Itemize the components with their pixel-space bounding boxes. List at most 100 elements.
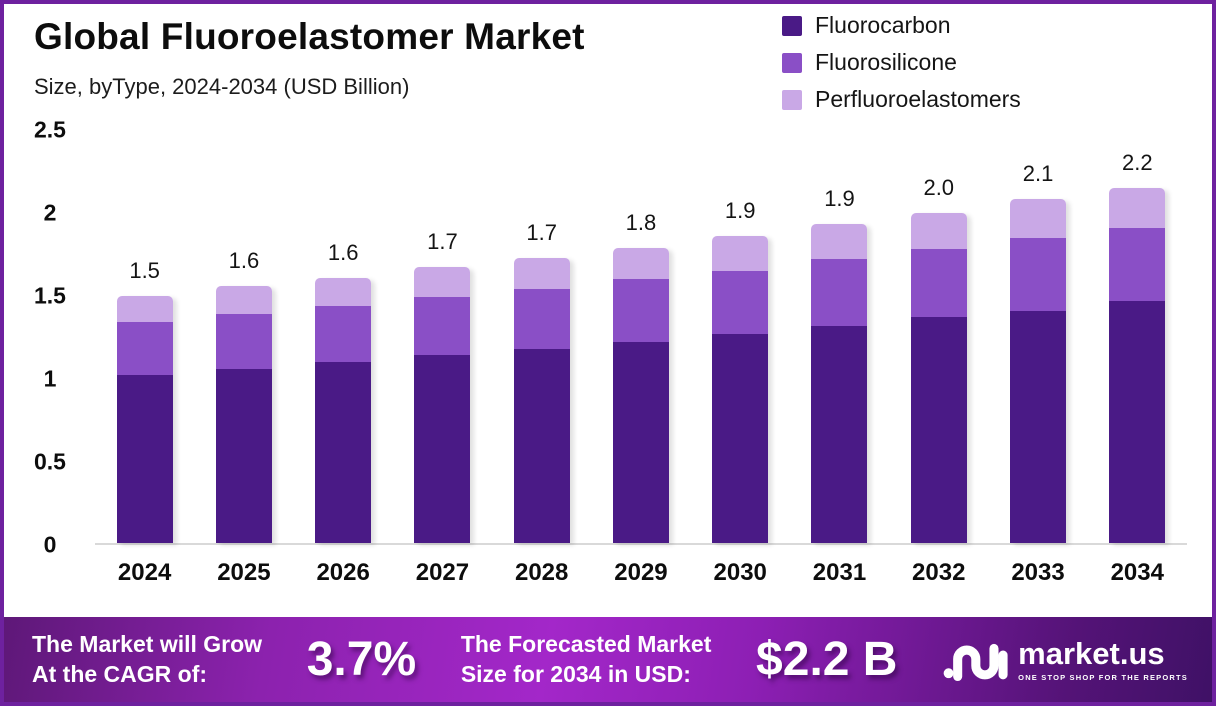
bar-segment-2034-perfluoroelastomers (1109, 187, 1166, 228)
bar-segment-2028-perfluoroelastomers (513, 257, 570, 290)
bar-2029: 1.8 2029 (612, 130, 669, 586)
bar-stack-2033 (1010, 199, 1067, 543)
bar-2031: 1.9 2031 (811, 130, 868, 586)
market-us-logo-icon (943, 643, 1008, 681)
bar-total-label-2031: 1.9 (824, 186, 855, 212)
forecast-value: $2.2 B (756, 633, 898, 686)
forecast-caption-line2: Size for 2034 in USD: (460, 660, 691, 687)
y-tick-0.5: 0.5 (34, 448, 66, 475)
x-label-2027: 2027 (415, 559, 470, 586)
bar-total-label-2028: 1.7 (526, 219, 557, 245)
bar-segment-2030-fluorocarbon (712, 333, 769, 543)
forecast-caption-line1: The Forecasted Market (460, 630, 712, 657)
y-tick-2.5: 2.5 (34, 116, 66, 143)
bar-segment-2024-fluorocarbon (116, 375, 173, 543)
y-axis: 2.5 2 1.5 1 0.5 0 (18, 117, 82, 558)
cagr-caption-line1: The Market will Grow (32, 630, 263, 657)
bar-segment-2027-fluorosilicone (414, 297, 471, 356)
bar-total-label-2025: 1.6 (228, 247, 260, 273)
x-label-2033: 2033 (1011, 559, 1065, 586)
page-subtitle: Size, byType, 2024-2034 (USD Billion) (34, 74, 410, 99)
cagr-caption-line2: At the CAGR of: (32, 660, 208, 687)
bar-2024: 1.5 2024 (116, 130, 173, 586)
bar-stack-2031 (811, 224, 868, 543)
bar-segment-2031-fluorosilicone (811, 259, 868, 326)
x-label-2024: 2024 (117, 559, 172, 586)
legend-label: Fluorocarbon (815, 12, 951, 38)
bar-segment-2029-fluorocarbon (612, 342, 669, 543)
y-tick-1: 1 (43, 365, 57, 392)
bar-segment-2025-fluorocarbon (215, 368, 272, 543)
x-label-2031: 2031 (812, 559, 867, 586)
bar-stack-2030 (712, 235, 769, 543)
bar-2034: 2.2 2034 (1109, 130, 1166, 586)
bar-stack-2024 (116, 295, 173, 543)
y-tick-0: 0 (43, 531, 57, 558)
bar-2030: 1.9 2030 (712, 130, 769, 586)
x-label-2025: 2025 (217, 559, 271, 586)
cagr-value: 3.7% (306, 633, 417, 686)
bar-stack-2025 (215, 285, 272, 543)
x-label-2030: 2030 (713, 559, 767, 586)
forecast-caption: The Forecasted Market Size for 2034 in U… (461, 630, 712, 690)
bar-stack-2028 (513, 257, 570, 543)
x-label-2029: 2029 (614, 559, 668, 586)
x-label-2028: 2028 (514, 559, 569, 586)
bar-segment-2027-perfluoroelastomers (414, 267, 471, 298)
bar-segment-2026-fluorocarbon (315, 362, 372, 543)
chart-legend: Fluorocarbon Fluorosilicone Perfluoroelast… (782, 12, 1021, 113)
bar-segment-2030-perfluoroelastomers (712, 235, 769, 271)
plot-area: 1.5 2024 1.6 2025 1.6 2026 1.7 2027 1.7 2028 1.8 20… (95, 130, 1187, 586)
bar-2025: 1.6 2025 (215, 130, 272, 586)
bar-total-label-2027: 1.7 (427, 229, 458, 255)
legend-swatch-icon (782, 89, 802, 110)
legend-swatch-icon (782, 15, 802, 36)
bar-total-label-2030: 1.9 (724, 197, 756, 223)
bar-segment-2031-perfluoroelastomers (811, 224, 868, 260)
legend-item-perfluoroelastomers: Perfluoroelastomers (782, 86, 1021, 113)
legend-label: Perfluoroelastomers (815, 86, 1021, 112)
bar-segment-2031-fluorocarbon (811, 325, 868, 543)
bar-stack-2026 (315, 277, 372, 543)
bar-segment-2024-perfluoroelastomers (116, 295, 173, 323)
bar-stack-2029 (612, 247, 669, 543)
bar-total-label-2032: 2.0 (923, 174, 955, 200)
bar-segment-2030-fluorosilicone (712, 270, 769, 334)
bar-total-label-2034: 2.2 (1121, 149, 1153, 175)
footer-banner: The Market will Grow At the CAGR of: 3.7… (4, 617, 1212, 702)
brand-logo: market.us ONE STOP SHOP FOR THE REPORTS (942, 635, 1188, 685)
bar-segment-2026-fluorosilicone (315, 305, 372, 363)
bar-segment-2028-fluorocarbon (513, 348, 570, 543)
bar-total-label-2029: 1.8 (625, 209, 657, 235)
legend-label: Fluorosilicone (815, 49, 957, 75)
page-title: Global Fluoroelastomer Market (34, 16, 585, 57)
bar-segment-2032-perfluoroelastomers (910, 212, 967, 250)
bar-segment-2025-perfluoroelastomers (215, 285, 272, 314)
bar-total-label-2033: 2.1 (1022, 161, 1054, 187)
bar-segment-2034-fluorocarbon (1109, 300, 1166, 543)
bar-segment-2032-fluorosilicone (910, 249, 967, 318)
bar-stack-2027 (414, 267, 471, 543)
bar-segment-2024-fluorosilicone (116, 322, 173, 376)
bar-stack-2034 (1109, 187, 1166, 543)
y-tick-1.5: 1.5 (34, 282, 66, 309)
x-label-2032: 2032 (912, 559, 966, 586)
brand-tagline: ONE STOP SHOP FOR THE REPORTS (1018, 672, 1188, 682)
bar-2028: 1.7 2028 (513, 130, 570, 586)
legend-item-fluorocarbon: Fluorocarbon (782, 12, 1021, 39)
legend-swatch-icon (782, 52, 802, 73)
bar-segment-2033-perfluoroelastomers (1010, 199, 1067, 238)
cagr-caption: The Market will Grow At the CAGR of: (32, 630, 262, 690)
bar-segment-2029-fluorosilicone (612, 279, 669, 343)
bar-segment-2029-perfluoroelastomers (612, 247, 669, 280)
bar-segment-2028-fluorosilicone (513, 289, 570, 349)
bar-2026: 1.6 2026 (315, 130, 372, 586)
bar-2027: 1.7 2027 (414, 130, 471, 586)
bar-2033: 2.1 2033 (1010, 130, 1067, 586)
x-label-2034: 2034 (1110, 559, 1164, 586)
bar-segment-2025-fluorosilicone (215, 313, 272, 369)
bar-segment-2033-fluorocarbon (1010, 310, 1067, 543)
bar-total-label-2024: 1.5 (129, 257, 160, 283)
bar-segment-2026-perfluoroelastomers (315, 277, 372, 306)
